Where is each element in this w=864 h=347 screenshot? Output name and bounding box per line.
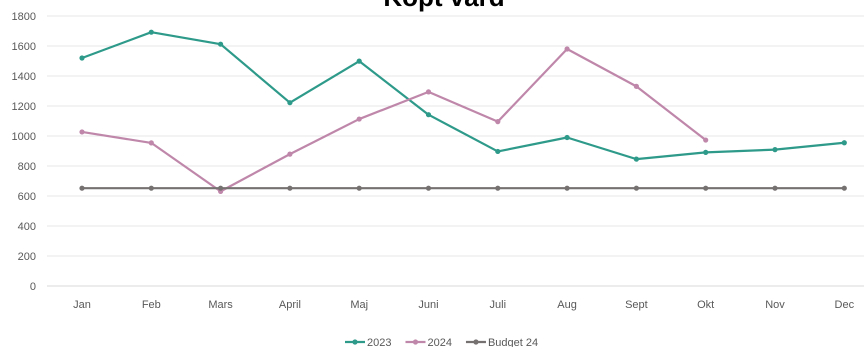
y-axis-ticks: 0 200 400 600 800 1000 1200 1400 1600 1800 <box>12 11 36 293</box>
data-point <box>148 140 154 146</box>
data-point <box>564 134 570 141</box>
x-tick-label: Jan <box>73 299 91 311</box>
data-point <box>287 151 293 157</box>
x-tick-label: Feb <box>142 299 161 311</box>
x-tick-label: Mars <box>208 299 233 311</box>
y-tick-label: 1400 <box>12 71 36 83</box>
gridlines <box>47 15 864 287</box>
y-tick-label: 600 <box>18 191 36 203</box>
x-tick-label: Aug <box>557 299 577 311</box>
data-point <box>633 156 640 162</box>
data-point <box>79 129 85 135</box>
y-tick-label: 1000 <box>12 131 36 143</box>
data-point <box>841 140 847 146</box>
legend-label: Budget 24 <box>488 337 538 347</box>
chart-title: Köpt värd <box>383 0 504 12</box>
y-tick-label: 800 <box>18 161 36 173</box>
legend-marker <box>352 339 358 345</box>
data-point <box>772 185 778 191</box>
y-tick-label: 1800 <box>12 11 36 23</box>
x-tick-label: Maj <box>350 299 368 311</box>
y-tick-label: 1600 <box>12 41 36 53</box>
data-point <box>633 185 640 191</box>
data-point <box>703 185 709 191</box>
y-tick-label: 400 <box>18 221 36 233</box>
data-point <box>841 185 847 191</box>
data-point <box>148 29 154 35</box>
data-point <box>218 185 224 191</box>
x-tick-label: April <box>279 299 301 311</box>
y-tick-label: 1200 <box>12 101 36 113</box>
data-point <box>703 149 709 155</box>
data-point <box>564 185 570 191</box>
data-point <box>425 112 432 118</box>
data-point <box>287 100 293 106</box>
data-point <box>425 89 432 95</box>
x-tick-label: Dec <box>835 299 855 311</box>
y-tick-label: 200 <box>18 251 36 263</box>
legend-label: 2024 <box>427 337 451 347</box>
data-point <box>218 41 224 47</box>
data-point <box>79 55 85 61</box>
legend-marker <box>473 339 479 345</box>
data-point <box>703 137 709 143</box>
x-tick-label: Juli <box>490 299 507 311</box>
series-line-2023 <box>81 31 845 161</box>
data-point <box>356 116 362 122</box>
data-point <box>495 185 501 191</box>
legend-label: 2023 <box>367 337 391 347</box>
data-point <box>495 148 501 155</box>
data-point <box>79 185 85 191</box>
data-point <box>425 185 432 191</box>
x-tick-label: Sept <box>625 299 648 311</box>
series-lines <box>79 29 847 194</box>
x-tick-label: Nov <box>765 299 785 311</box>
data-point <box>495 119 501 125</box>
x-tick-label: Juni <box>418 299 438 311</box>
x-tick-label: Okt <box>697 299 714 311</box>
data-point <box>356 185 362 191</box>
y-tick-label: 0 <box>30 281 36 293</box>
data-point <box>287 185 293 191</box>
data-point <box>564 46 570 52</box>
series-line-2024 <box>81 47 707 193</box>
legend: 2023 2024 Budget 24 <box>345 337 538 347</box>
legend-marker <box>412 339 419 345</box>
data-point <box>356 58 362 64</box>
data-point <box>633 83 640 89</box>
data-point <box>772 147 778 153</box>
data-point <box>148 185 154 191</box>
x-axis-ticks: Jan Feb Mars April Maj Juni Juli Aug Sept Okt Nov D… <box>73 299 854 311</box>
